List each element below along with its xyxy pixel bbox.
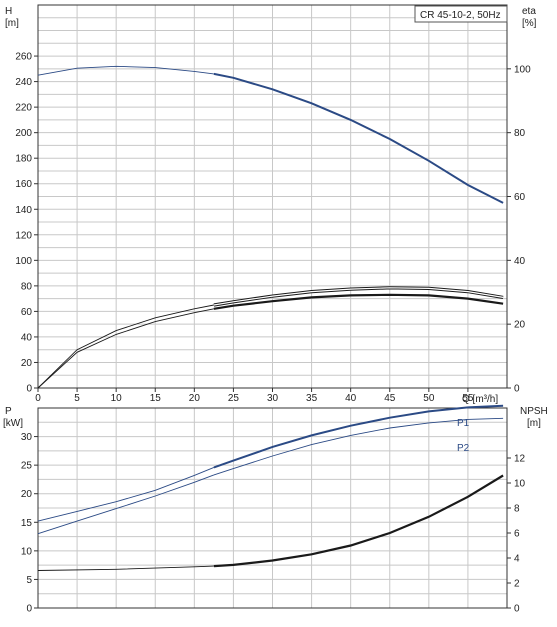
npsh-tick-label: 8 [514,504,520,515]
power-axis-label: P [5,406,12,417]
power-tick-label: 5 [26,575,32,586]
head-tick-label: 80 [21,281,33,292]
flow-tick-label: 50 [423,393,435,404]
eta-axis-label: eta [522,6,536,17]
eta-tick-label: 40 [514,256,526,267]
npsh-tick-label: 2 [514,579,520,590]
head-axis-label: H [5,6,12,17]
series-label-p2: P2 [457,443,470,454]
head-tick-label: 140 [15,205,32,216]
bottom-series-p1-bold-line [213,404,504,469]
flow-tick-label: 35 [306,393,318,404]
head-tick-label: 20 [21,358,33,369]
flow-tick-label: 25 [228,393,240,404]
head-tick-label: 180 [15,154,32,165]
top-series-2-inner-line [213,287,504,306]
power-tick-label: 25 [21,461,33,472]
top-series-0-thin-line [37,65,214,76]
head-tick-label: 120 [15,230,32,241]
head-tick-label: 0 [26,384,32,395]
top-series-1-bold-line [213,293,504,310]
flow-axis-label: Q [m³/h] [462,394,498,405]
npsh-tick-label: 12 [514,454,526,465]
head-tick-label: 220 [15,103,32,114]
eta-tick-label: 100 [514,64,531,75]
bottom-series-p2-line [213,417,504,476]
head-tick-label: 100 [15,256,32,267]
npsh-axis-label: NPSH [520,406,548,417]
series-label-p1: P1 [457,418,470,429]
eta-tick-label: 20 [514,320,526,331]
eta-tick-label: 0 [514,384,520,395]
npsh-axis-unit: [m] [527,418,541,429]
flow-tick-label: 20 [189,393,201,404]
power-tick-label: 0 [26,604,32,615]
head-tick-label: 160 [15,179,32,190]
power-tick-label: 30 [21,432,33,443]
eta-axis-unit: [%] [522,18,537,29]
head-tick-label: 200 [15,128,32,139]
flow-tick-label: 45 [384,393,396,404]
top-series-1-thin-line [37,308,214,389]
flow-tick-label: 15 [150,393,162,404]
flow-tick-label: 0 [35,393,41,404]
head-axis-unit: [m] [5,18,19,29]
flow-tick-label: 5 [74,393,80,404]
power-tick-label: 20 [21,489,33,500]
flow-tick-label: 55 [462,393,474,404]
bottom-series-2-bold-line [213,474,504,568]
bottom-series-p1-thin-line [37,466,215,522]
power-tick-label: 15 [21,518,33,529]
npsh-tick-label: 6 [514,529,520,540]
power-npsh-plot: 0 5 10 15 20 25 30 0 2 4 6 8 10 12 P [kW] NPSH [m] P… [3,404,548,615]
head-tick-label: 60 [21,307,33,318]
npsh-tick-label: 4 [514,554,520,565]
bottom-series-2-thin-line [37,565,214,571]
npsh-tick-label: 10 [514,479,526,490]
chart-title: CR 45-10-2, 50Hz [420,10,501,21]
npsh-tick-label: 0 [514,604,520,615]
flow-tick-label: 10 [111,393,123,404]
head-tick-label: 260 [15,52,32,63]
top-series-0-bold-line [213,72,504,204]
eta-tick-label: 60 [514,192,526,203]
chart-title-box [414,5,508,23]
flow-tick-label: 40 [345,393,357,404]
top-series-2-thin-line [37,304,214,389]
power-tick-label: 10 [21,546,33,557]
head-tick-label: 40 [21,332,33,343]
flow-tick-label: 30 [267,393,279,404]
head-tick-label: 240 [15,77,32,88]
bottom-series-p2-thin-line [37,474,215,535]
power-axis-unit: [kW] [3,418,23,429]
eta-tick-label: 80 [514,128,526,139]
